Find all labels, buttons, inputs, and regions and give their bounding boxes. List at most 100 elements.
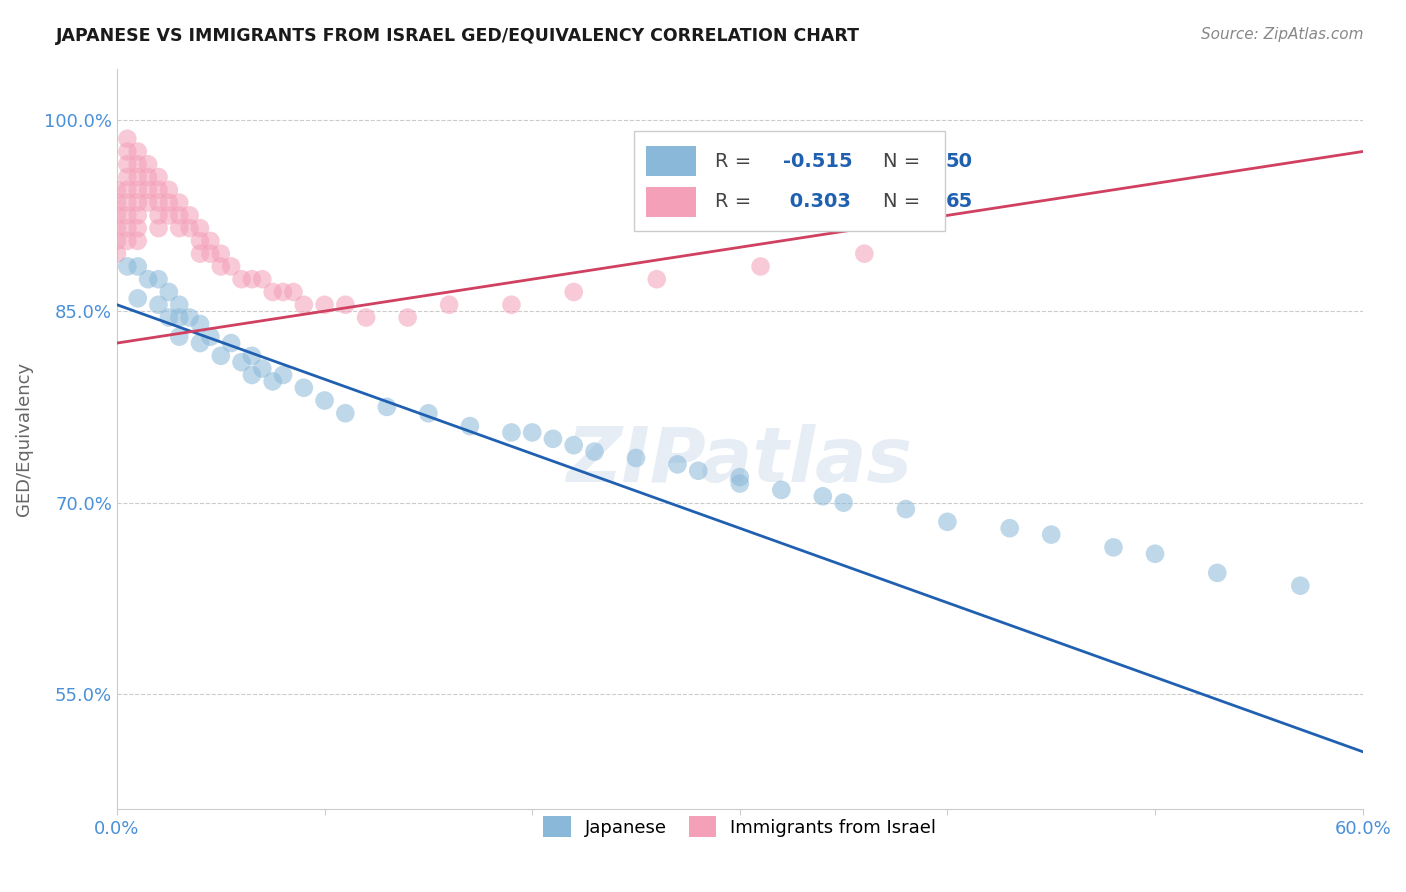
Point — [418, 406, 440, 420]
Point — [1040, 527, 1063, 541]
Y-axis label: GED/Equivalency: GED/Equivalency — [15, 362, 32, 516]
Point — [127, 221, 149, 235]
Point — [167, 310, 190, 325]
Point — [292, 381, 315, 395]
Point — [105, 195, 128, 210]
Point — [117, 183, 139, 197]
Point — [117, 157, 139, 171]
Text: N =: N = — [883, 152, 927, 170]
Point — [262, 375, 284, 389]
Text: ZIPatlas: ZIPatlas — [567, 424, 912, 498]
Point — [179, 310, 201, 325]
Point — [458, 419, 481, 434]
FancyBboxPatch shape — [647, 187, 696, 217]
Legend: Japanese, Immigrants from Israel: Japanese, Immigrants from Israel — [536, 809, 943, 845]
Point — [157, 183, 180, 197]
Text: 50: 50 — [945, 152, 973, 170]
Point — [117, 221, 139, 235]
Point — [728, 470, 751, 484]
Point — [262, 285, 284, 299]
Point — [832, 496, 855, 510]
Point — [292, 298, 315, 312]
Point — [157, 208, 180, 222]
Point — [167, 208, 190, 222]
Point — [240, 272, 263, 286]
Point — [770, 483, 793, 497]
Point — [231, 272, 253, 286]
Point — [148, 183, 170, 197]
Point — [136, 157, 159, 171]
Text: -0.515: -0.515 — [783, 152, 853, 170]
Text: Source: ZipAtlas.com: Source: ZipAtlas.com — [1201, 27, 1364, 42]
Point — [167, 298, 190, 312]
Point — [117, 169, 139, 184]
Point — [105, 246, 128, 260]
Point — [188, 336, 211, 351]
Point — [1206, 566, 1229, 580]
Point — [1102, 541, 1125, 555]
Point — [1289, 579, 1312, 593]
Point — [136, 272, 159, 286]
Point — [749, 260, 772, 274]
Point — [188, 246, 211, 260]
Point — [148, 195, 170, 210]
Point — [157, 195, 180, 210]
Point — [148, 272, 170, 286]
Point — [728, 476, 751, 491]
Point — [148, 221, 170, 235]
Point — [396, 310, 419, 325]
Point — [645, 272, 668, 286]
Point — [127, 260, 149, 274]
FancyBboxPatch shape — [647, 146, 696, 176]
Point — [583, 444, 606, 458]
Point — [127, 183, 149, 197]
Point — [167, 221, 190, 235]
Point — [117, 260, 139, 274]
Point — [117, 195, 139, 210]
Point — [314, 393, 336, 408]
Point — [188, 317, 211, 331]
Point — [219, 260, 242, 274]
Point — [522, 425, 544, 440]
Point — [252, 361, 274, 376]
Point — [117, 234, 139, 248]
Point — [853, 246, 876, 260]
Point — [188, 221, 211, 235]
Point — [117, 132, 139, 146]
Point — [271, 368, 294, 382]
Point — [1143, 547, 1166, 561]
Point — [127, 208, 149, 222]
Point — [209, 260, 232, 274]
Text: N =: N = — [883, 193, 927, 211]
Point — [562, 285, 585, 299]
Point — [936, 515, 959, 529]
Point — [894, 502, 917, 516]
Point — [127, 291, 149, 305]
Point — [105, 208, 128, 222]
Point — [240, 368, 263, 382]
Point — [271, 285, 294, 299]
Text: JAPANESE VS IMMIGRANTS FROM ISRAEL GED/EQUIVALENCY CORRELATION CHART: JAPANESE VS IMMIGRANTS FROM ISRAEL GED/E… — [56, 27, 860, 45]
Point — [148, 169, 170, 184]
Point — [117, 208, 139, 222]
Point — [127, 157, 149, 171]
Point — [200, 246, 222, 260]
Point — [219, 336, 242, 351]
Point — [541, 432, 564, 446]
Point — [179, 221, 201, 235]
Point — [209, 349, 232, 363]
Point — [127, 169, 149, 184]
Point — [117, 145, 139, 159]
Point — [624, 450, 647, 465]
Point — [136, 195, 159, 210]
Point — [105, 221, 128, 235]
Point — [157, 310, 180, 325]
Point — [998, 521, 1021, 535]
Point — [562, 438, 585, 452]
Point — [688, 464, 710, 478]
Text: R =: R = — [714, 193, 758, 211]
Point — [231, 355, 253, 369]
Point — [252, 272, 274, 286]
Point — [666, 458, 689, 472]
Point — [148, 208, 170, 222]
